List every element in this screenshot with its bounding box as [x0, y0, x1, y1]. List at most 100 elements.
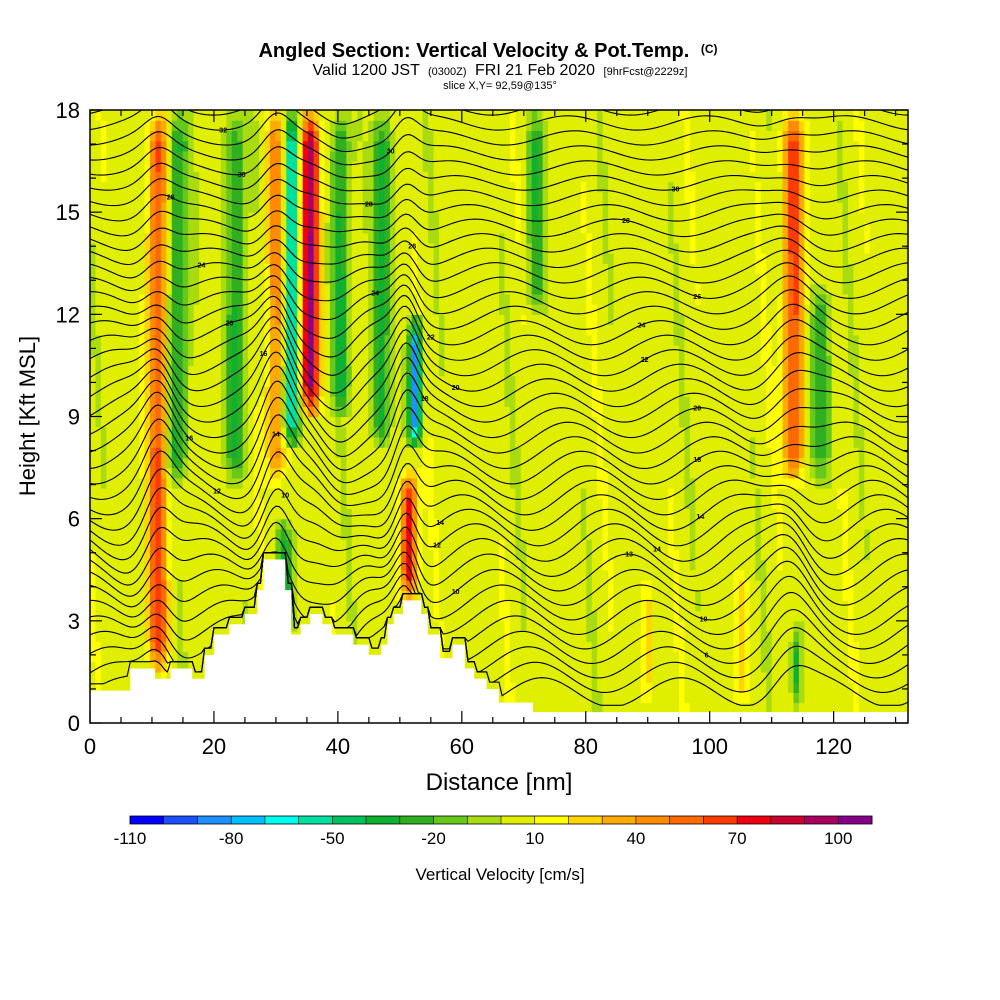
field-cell: [449, 620, 456, 632]
field-cell: [248, 579, 255, 591]
field-cell: [351, 181, 358, 193]
field-cell: [106, 488, 113, 499]
field-cell: [308, 120, 315, 132]
field-cell: [90, 498, 97, 510]
field-cell: [215, 498, 222, 510]
field-cell: [193, 467, 200, 479]
field-cell: [133, 191, 140, 203]
field-cell: [329, 579, 336, 591]
field-cell: [280, 365, 287, 377]
field-cell: [111, 549, 118, 561]
field-cell: [128, 253, 135, 264]
field-cell: [297, 457, 304, 469]
field-cell: [389, 293, 396, 305]
field-cell: [128, 375, 135, 387]
field-cell: [515, 120, 522, 132]
field-cell: [242, 110, 249, 121]
field-cell: [215, 222, 222, 234]
field-cell: [291, 253, 298, 264]
field-cell: [253, 140, 260, 152]
field-cell: [357, 447, 364, 458]
field-cell: [335, 488, 342, 499]
field-cell: [520, 222, 527, 234]
field-cell: [220, 477, 227, 489]
field-cell: [122, 263, 129, 275]
field-cell: [160, 232, 167, 244]
field-cell: [504, 396, 511, 407]
field-cell: [139, 396, 146, 407]
field-cell: [444, 375, 451, 387]
field-cell: [308, 273, 315, 285]
field-cell: [488, 150, 495, 162]
field-cell: [111, 191, 118, 203]
field-cell: [449, 600, 456, 612]
field-cell: [155, 631, 162, 642]
field-cell: [117, 283, 124, 295]
field-cell: [302, 590, 309, 601]
field-cell: [362, 436, 369, 448]
field-cell: [520, 416, 527, 428]
field-cell: [526, 477, 533, 489]
field-cell: [90, 110, 97, 121]
field-cell: [433, 467, 440, 479]
field-cell: [106, 355, 113, 367]
field-cell: [515, 498, 522, 510]
field-cell: [204, 631, 211, 642]
field-cell: [417, 161, 424, 172]
field-cell: [297, 406, 304, 418]
field-cell: [444, 631, 451, 642]
field-cell: [160, 181, 167, 193]
field-cell: [515, 426, 522, 438]
field-cell: [400, 447, 407, 458]
field-cell: [291, 365, 298, 377]
field-cell: [90, 620, 97, 632]
field-cell: [106, 120, 113, 132]
field-cell: [482, 253, 489, 264]
field-cell: [520, 590, 527, 601]
field-cell: [226, 447, 233, 458]
field-cell: [389, 120, 396, 132]
field-cell: [520, 631, 527, 642]
field-cell: [477, 355, 484, 367]
field-cell: [177, 620, 184, 632]
field-cell: [100, 467, 107, 479]
field-cell: [324, 365, 331, 377]
field-cell: [253, 467, 260, 479]
field-cell: [182, 385, 189, 397]
field-cell: [291, 130, 298, 142]
field-cell: [329, 273, 336, 285]
field-cell: [117, 447, 124, 458]
field-cell: [160, 150, 167, 162]
field-cell: [466, 396, 473, 407]
field-cell: [149, 324, 157, 336]
field-cell: [280, 212, 287, 223]
field-cell: [182, 539, 189, 550]
field-cell: [460, 150, 467, 162]
field-cell: [482, 406, 489, 418]
field-cell: [368, 365, 375, 377]
field-cell: [133, 212, 140, 223]
field-cell: [373, 600, 380, 612]
field-cell: [149, 641, 157, 653]
field-cell: [313, 263, 320, 275]
field-cell: [482, 222, 489, 234]
field-cell: [499, 661, 506, 673]
field-cell: [493, 477, 500, 489]
field-cell: [319, 436, 326, 448]
field-cell: [291, 120, 298, 132]
field-cell: [122, 212, 129, 223]
field-cell: [466, 406, 473, 418]
field-cell: [455, 191, 462, 203]
field-cell: [520, 314, 527, 326]
field-cell: [90, 314, 97, 326]
field-cell: [537, 477, 544, 489]
field-cell: [286, 385, 293, 397]
field-cell: [264, 242, 271, 254]
field-cell: [155, 539, 162, 550]
field-cell: [269, 263, 277, 275]
field-cell: [488, 222, 495, 234]
field-cell: [351, 304, 358, 315]
field-cell: [384, 314, 391, 326]
field-cell: [449, 181, 456, 193]
field-cell: [313, 232, 320, 244]
